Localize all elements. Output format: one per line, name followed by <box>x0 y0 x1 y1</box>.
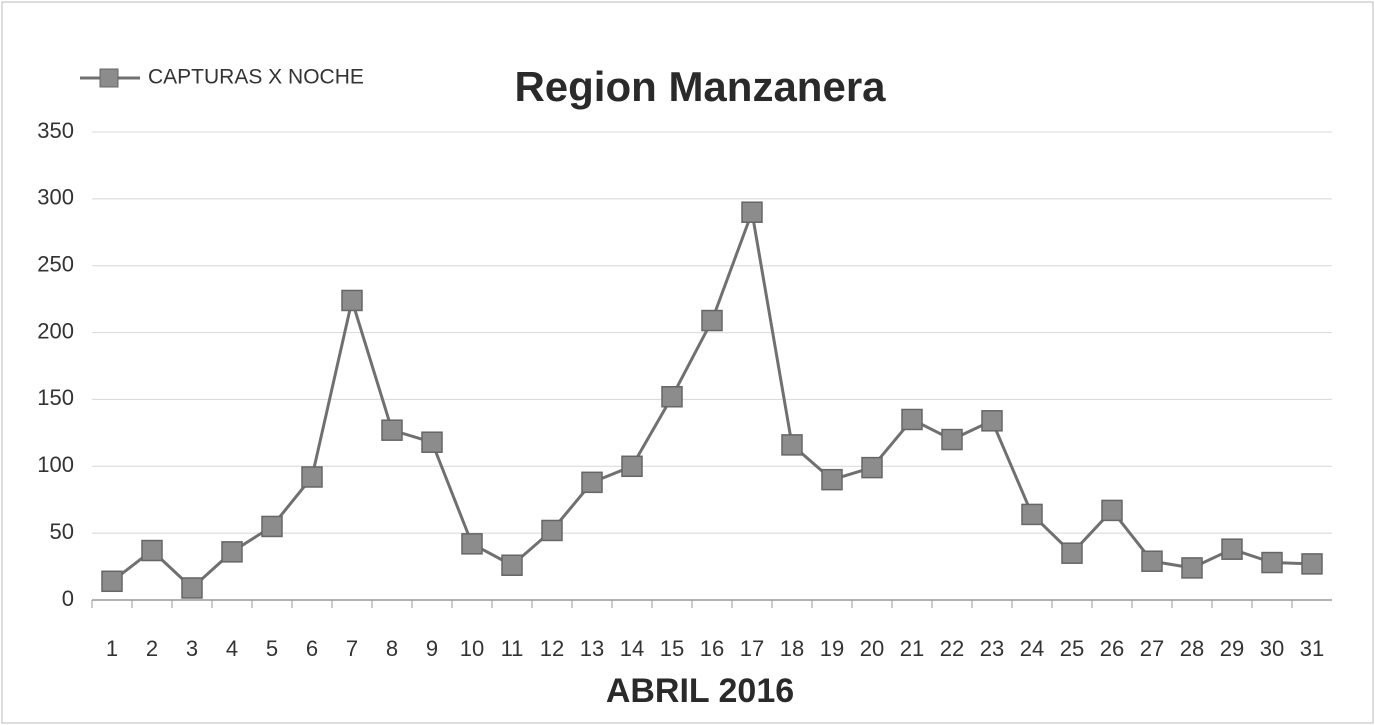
x-tick-label: 18 <box>780 636 804 661</box>
x-tick-label: 5 <box>266 636 278 661</box>
data-point <box>821 468 843 491</box>
legend-label: CAPTURAS X NOCHE <box>148 66 364 89</box>
y-tick-label: 150 <box>37 385 74 410</box>
x-tick-label: 17 <box>740 636 764 661</box>
x-tick-label: 14 <box>620 636 644 661</box>
data-point <box>741 201 763 223</box>
x-tick-label: 24 <box>1020 636 1044 661</box>
y-tick-label: 100 <box>37 452 74 477</box>
y-tick-label: 0 <box>62 586 74 611</box>
data-point <box>701 309 723 332</box>
data-point <box>381 419 403 441</box>
data-point <box>1021 503 1043 526</box>
x-tick-label: 13 <box>580 636 604 661</box>
y-tick-label: 50 <box>50 519 74 544</box>
data-point <box>261 515 283 538</box>
data-point <box>981 410 1003 432</box>
data-point <box>1261 551 1283 574</box>
x-tick-label: 9 <box>426 636 438 661</box>
y-tick-label: 250 <box>37 252 74 277</box>
data-point <box>301 466 323 488</box>
data-point <box>141 539 163 562</box>
y-tick-label: 300 <box>37 185 74 210</box>
x-tick-label: 6 <box>306 636 318 661</box>
x-tick-label: 29 <box>1220 636 1244 661</box>
chart-title: Region Manzanera <box>514 63 886 110</box>
x-tick-label: 11 <box>501 636 524 661</box>
data-point <box>1101 499 1123 522</box>
x-tick-label: 23 <box>980 636 1004 661</box>
legend-marker <box>99 68 119 88</box>
x-tick-label: 15 <box>660 636 684 661</box>
y-tick-label: 200 <box>37 318 74 343</box>
x-tick-label: 1 <box>106 636 118 661</box>
x-tick-label: 31 <box>1300 636 1324 661</box>
data-point <box>341 289 363 312</box>
data-point <box>421 431 443 453</box>
data-point <box>581 471 603 494</box>
x-tick-label: 21 <box>900 636 924 661</box>
x-axis-label: ABRIL 2016 <box>606 672 794 710</box>
data-point <box>181 577 203 599</box>
data-point <box>541 519 563 542</box>
x-tick-label: 2 <box>146 636 158 661</box>
x-tick-label: 25 <box>1060 636 1084 661</box>
data-point <box>1301 553 1323 575</box>
data-point <box>901 408 923 431</box>
data-point <box>661 386 683 408</box>
data-point <box>1061 542 1083 564</box>
x-tick-label: 20 <box>860 636 884 661</box>
x-tick-label: 12 <box>540 636 564 661</box>
data-point <box>101 570 123 593</box>
x-tick-label: 8 <box>386 636 398 661</box>
data-point <box>1181 557 1203 579</box>
x-tick-label: 7 <box>346 636 358 661</box>
x-tick-label: 4 <box>226 636 238 661</box>
data-point <box>941 428 963 451</box>
y-tick-label: 350 <box>37 118 74 143</box>
x-tick-label: 22 <box>940 636 964 661</box>
x-tick-label: 27 <box>1140 636 1164 661</box>
data-point <box>621 455 643 478</box>
data-point <box>1221 538 1243 560</box>
x-tick-label: 19 <box>820 636 844 661</box>
x-tick-label: 28 <box>1180 636 1204 661</box>
x-tick-label: 30 <box>1260 636 1284 661</box>
x-tick-label: 3 <box>186 636 198 661</box>
x-tick-label: 26 <box>1100 636 1124 661</box>
data-point <box>461 533 483 555</box>
data-point <box>501 554 523 576</box>
x-tick-label: 16 <box>700 636 724 661</box>
data-point <box>221 541 243 563</box>
data-point <box>861 456 883 479</box>
data-point <box>1141 550 1163 572</box>
x-tick-label: 10 <box>460 636 484 661</box>
data-point <box>781 434 803 456</box>
